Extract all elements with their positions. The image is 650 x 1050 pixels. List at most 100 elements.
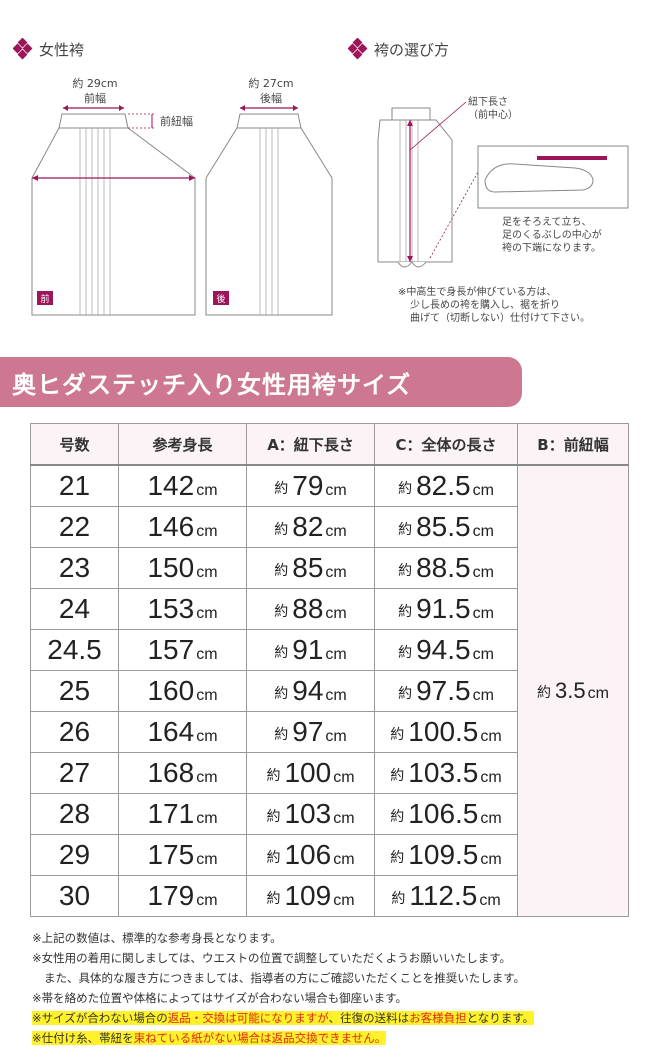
front-badge: 前: [37, 291, 53, 305]
table-row: 21 142 cm 約 79 cm 約 82.5 cm 約 3.5 cm: [30, 464, 629, 917]
footnote-5-d: お客様負担: [409, 1011, 467, 1025]
a-length-value: 106: [284, 839, 332, 870]
footnote-5-a: ※サイズが合わない場合の: [32, 1011, 168, 1025]
unit-label: cm: [480, 769, 502, 786]
cell-height: 168 cm: [118, 752, 247, 794]
length-label-line-2: （前中心）: [468, 110, 518, 121]
foot-note-line-1: 足をそろえて立ち、: [502, 217, 592, 228]
unit-label: cm: [196, 728, 218, 745]
unit-label: cm: [325, 687, 347, 704]
tall-note-line-2: 少し長めの袴を購入し、裾を折り: [410, 300, 560, 311]
approx-label: 約: [390, 849, 405, 866]
c-length-value: 94.5: [416, 634, 471, 665]
header-b-cord-width: B：前紐幅: [517, 423, 629, 466]
c-length-value: 91.5: [416, 593, 471, 624]
foot-note-line-3: 袴の下端になります。: [502, 243, 601, 254]
section-heading-women-hakama: 女性袴: [13, 38, 84, 60]
cell-size: 29: [30, 834, 119, 876]
unit-label: cm: [196, 769, 218, 786]
cell-size: 23: [30, 547, 119, 589]
cell-a-length: 約 94 cm: [246, 670, 375, 712]
cell-a-length: 約 97 cm: [246, 711, 375, 753]
b-cord-width-value: 3.5: [555, 678, 586, 703]
table-row: 25 160 cm 約 94 cm 約 97.5 cm: [30, 670, 629, 712]
cell-height: 142 cm: [118, 464, 247, 507]
cell-height: 179 cm: [118, 875, 247, 917]
cell-size: 24: [30, 588, 119, 630]
approx-label: 約: [398, 562, 413, 579]
cell-c-total-length: 約 85.5 cm: [374, 506, 518, 548]
cell-size: 21: [30, 464, 119, 507]
cell-height: 157 cm: [118, 629, 247, 671]
unit-label: cm: [472, 564, 494, 581]
c-length-value: 106.5: [408, 798, 479, 829]
cell-size: 25: [30, 670, 119, 712]
unit-label: cm: [479, 892, 501, 909]
unit-label: cm: [587, 685, 609, 702]
c-length-value: 103.5: [408, 757, 479, 788]
diamond-icon: [13, 38, 33, 60]
cell-size: 30: [30, 875, 119, 917]
height-value: 157: [147, 634, 195, 665]
height-value: 179: [147, 880, 195, 911]
table-row: 23 150 cm 約 85 cm 約 88.5 cm: [30, 547, 629, 589]
height-value: 150: [147, 552, 195, 583]
unit-label: cm: [480, 810, 502, 827]
unit-label: cm: [196, 646, 218, 663]
table-row: 24 153 cm 約 88 cm 約 91.5 cm: [30, 588, 629, 630]
footnote-6-a: ※仕付け糸、帯紐を: [32, 1031, 134, 1045]
height-value: 153: [147, 593, 195, 624]
table-row: 27 168 cm 約 100 cm 約 103.5 cm: [30, 752, 629, 794]
approx-label: 約: [398, 603, 413, 620]
cell-height: 146 cm: [118, 506, 247, 548]
height-value: 146: [147, 511, 195, 542]
section-heading-how-to-choose: 袴の選び方: [348, 38, 449, 60]
approx-label: 約: [398, 521, 413, 538]
cell-size: 24.5: [30, 629, 119, 671]
height-value: 168: [147, 757, 195, 788]
front-cord-label: 前紐幅: [160, 115, 193, 128]
unit-label: cm: [333, 810, 355, 827]
c-length-value: 100.5: [408, 716, 479, 747]
c-length-value: 82.5: [416, 470, 471, 501]
section-heading-label: 女性袴: [39, 40, 85, 59]
a-length-value: 103: [284, 798, 332, 829]
cell-size: 27: [30, 752, 119, 794]
unit-label: cm: [196, 564, 218, 581]
front-width-label: 前幅: [84, 92, 106, 105]
cell-a-length: 約 100 cm: [246, 752, 375, 794]
approx-label: 約: [274, 480, 289, 497]
a-length-value: 79: [292, 470, 324, 501]
foot-note: 足をそろえて立ち、 足のくるぶしの中心が 袴の下端になります。: [502, 216, 642, 255]
approx-label: 約: [266, 767, 281, 784]
unit-label: cm: [325, 646, 347, 663]
approx-label: 約: [266, 849, 281, 866]
back-width-value: 約 27cm: [248, 77, 294, 90]
c-length-value: 112.5: [409, 880, 478, 911]
c-length-value: 88.5: [416, 552, 471, 583]
approx-label: 約: [390, 726, 405, 743]
approx-label: 約: [398, 644, 413, 661]
banner-title: 奥ヒダステッチ入り女性用袴サイズ: [12, 370, 412, 399]
a-length-value: 91: [292, 634, 324, 665]
table-header-row: 号数 参考身長 A：紐下長さ C：全体の長さ B：前紐幅: [30, 423, 629, 466]
cell-a-length: 約 82 cm: [246, 506, 375, 548]
footnote-5: ※サイズが合わない場合の返品・交換は可能になりますが、往復の送料はお客様負担とな…: [32, 1008, 642, 1028]
c-length-value: 109.5: [408, 839, 479, 870]
unit-label: cm: [196, 810, 218, 827]
tall-note-line-3: 曲げて（切断しない）仕付けて下さい。: [410, 313, 590, 324]
unit-label: cm: [196, 605, 218, 622]
hakama-back-diagram: 約 27cm 後幅 後: [200, 70, 340, 320]
cell-c-total-length: 約 109.5 cm: [374, 834, 518, 876]
cell-b-cord-width: 約 3.5 cm: [517, 464, 629, 917]
unit-label: cm: [472, 687, 494, 704]
unit-label: cm: [472, 482, 494, 499]
approx-label: 約: [537, 685, 552, 702]
hakama-front-illustration: [31, 105, 196, 316]
cell-c-total-length: 約 91.5 cm: [374, 588, 518, 630]
unit-label: cm: [196, 851, 218, 868]
cell-height: 171 cm: [118, 793, 247, 835]
a-length-value: 100: [284, 757, 332, 788]
unit-label: cm: [333, 769, 355, 786]
tall-note-line-1: ※中高生で身長が伸びている方は、: [398, 287, 557, 298]
